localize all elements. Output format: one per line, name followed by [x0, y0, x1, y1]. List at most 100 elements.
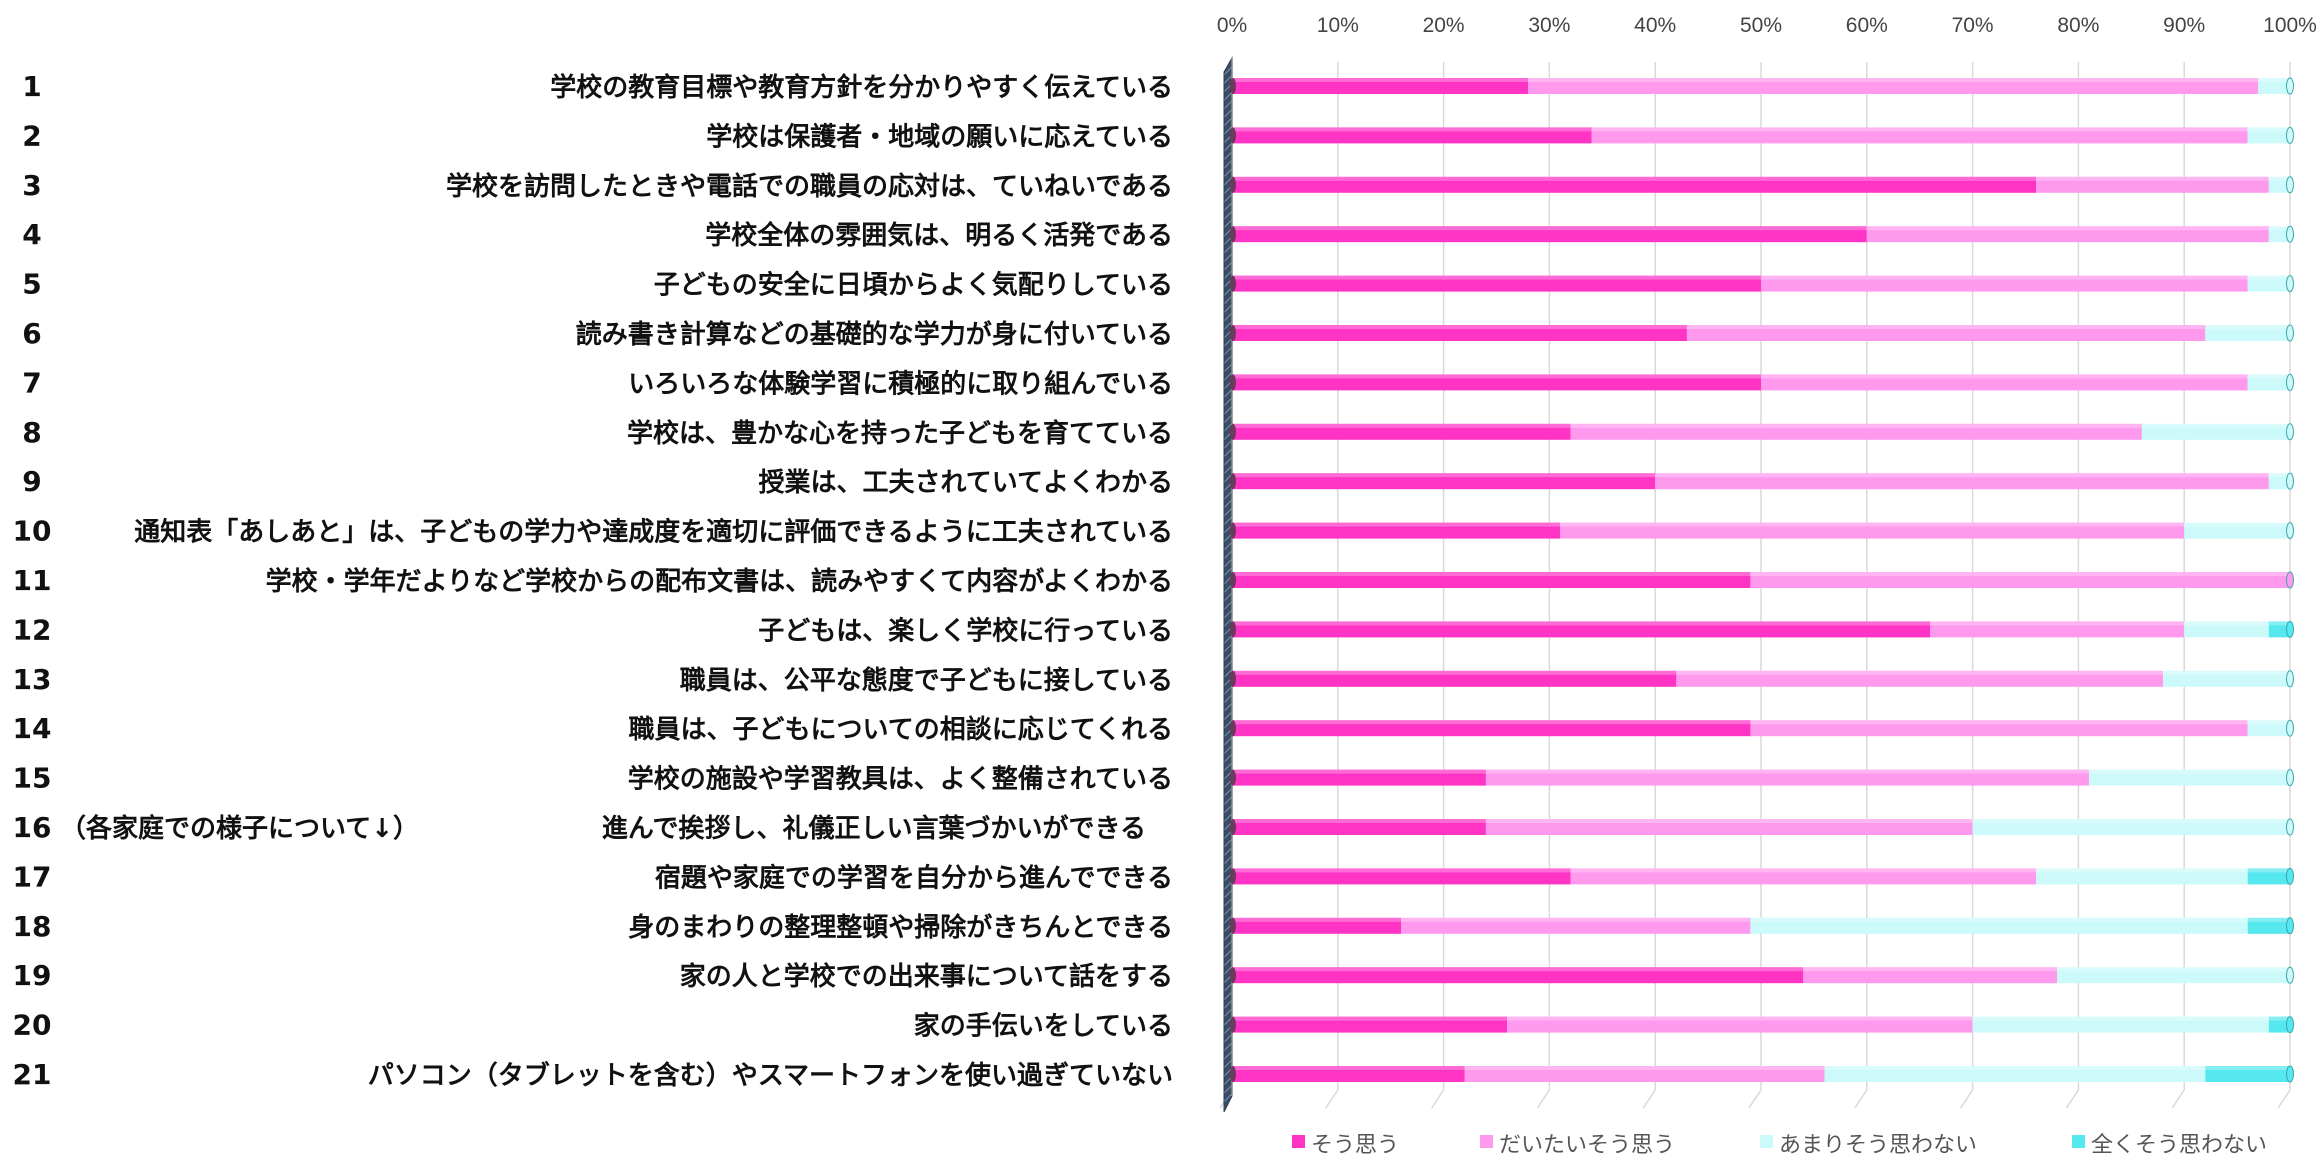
bar-segment [1232, 1016, 1508, 1033]
bar-segment-highlight [2057, 967, 2290, 972]
bar-segment [2205, 1066, 2290, 1082]
bar-start-cap [1230, 423, 1236, 440]
bar-segment-highlight [1570, 868, 2037, 873]
bar-end-cap [2286, 818, 2294, 836]
bar-end-cap [2286, 917, 2294, 935]
legend-swatch [2072, 1135, 2085, 1148]
bar-end-cap [2286, 324, 2294, 342]
bar-segment [1591, 127, 2248, 144]
bar-segment [1232, 967, 1804, 984]
gridline-floor [1748, 1089, 1762, 1109]
bar-segment-highlight [2247, 868, 2290, 873]
bar-segment [1232, 819, 1486, 835]
bar-row [1230, 77, 2294, 95]
question-label: 学校の施設や学習教具は、よく整備されている [628, 764, 1173, 795]
bar-segment-highlight [1232, 1066, 1465, 1070]
question-label: 子どもは、楽しく学校に行っている [758, 615, 1173, 646]
bar-segment [1485, 769, 2089, 786]
bar-segment-highlight [1232, 78, 1529, 82]
bar-segment [1464, 1066, 1825, 1082]
question-number: 18 [13, 910, 52, 943]
question-label: 職員は、子どもについての相談に応じてくれる [629, 714, 1173, 745]
question-label: 学校の教育目標や教育方針を分かりやすく伝えている [550, 72, 1173, 103]
bar-end-cap [2286, 769, 2294, 787]
bar-segment [2247, 720, 2290, 737]
bar-segment-highlight [1824, 1066, 2206, 1070]
bar-end-cap [2286, 571, 2294, 589]
bar-row [1230, 1065, 2294, 1083]
bar-segment-highlight [1232, 819, 1486, 823]
question-number: 11 [13, 564, 52, 597]
question-number: 5 [22, 268, 41, 301]
gridline-floor [1536, 1089, 1551, 1109]
x-tick-label: 20% [1423, 14, 1465, 37]
bar-segment-highlight [2268, 176, 2290, 181]
bar-segment-highlight [1232, 572, 1751, 576]
bar-row [1230, 966, 2294, 984]
x-tick-label: 70% [1952, 14, 1994, 37]
bar-segment [2141, 423, 2290, 440]
bar-start-cap [1230, 127, 1236, 144]
bar-segment-highlight [1507, 1016, 1973, 1021]
bar-segment-highlight [2141, 423, 2290, 428]
bar-end-cap [2286, 867, 2294, 885]
bar-segment-highlight [2258, 78, 2290, 82]
bar-segment [1232, 769, 1486, 786]
bar-segment-highlight [2088, 769, 2290, 774]
legend-swatch [1292, 1135, 1305, 1148]
bar-segment [1232, 473, 1656, 490]
bar-end-cap [2286, 670, 2294, 688]
bar-end-cap [2286, 373, 2294, 391]
bar-end-cap [2286, 225, 2294, 243]
bar-segment-highlight [1559, 522, 2185, 527]
question-number: 14 [13, 712, 52, 745]
bar-segment [2268, 473, 2290, 490]
bar-segment [1750, 572, 2290, 588]
section-note: （各家庭での様子について↓） [60, 813, 419, 844]
bar-segment-highlight [1232, 670, 1677, 675]
bar-segment-highlight [2268, 473, 2290, 478]
bar-end-cap [2286, 1016, 2294, 1034]
question-label: 授業は、工夫されていてよくわかる [759, 468, 1173, 498]
bar-row [1230, 670, 2294, 688]
bar-segment-highlight [2247, 720, 2290, 725]
legend-label: 全くそう思わない [2091, 1133, 2267, 1156]
bar-start-cap [1230, 917, 1236, 934]
question-label: 進んで挨拶し、礼儀正しい言葉づかいができる [602, 813, 1146, 844]
bar-segment-highlight [1232, 917, 1402, 922]
bar-segment-highlight [1866, 226, 2269, 231]
bar-segment [1570, 423, 2142, 440]
bar-segment-highlight [1232, 374, 1761, 379]
bar-segment-highlight [1750, 917, 2248, 922]
bar-segment [2184, 522, 2290, 539]
x-tick-label: 80% [2057, 14, 2099, 37]
bar-segment-highlight [1750, 572, 2290, 576]
bar-row [1230, 423, 2294, 441]
bar-segment [1232, 670, 1677, 687]
x-tick-label: 100% [2263, 14, 2317, 37]
bar-segment-highlight [2268, 226, 2290, 231]
question-label: 宿題や家庭での学習を自分から進んでできる [655, 862, 1173, 893]
bar-segment-highlight [2268, 1016, 2290, 1021]
bar-segment-highlight [2247, 374, 2290, 379]
bar-segment-highlight [1232, 226, 1867, 231]
bar-segment [1761, 275, 2248, 292]
bar-segment-highlight [1232, 275, 1761, 280]
bar-row [1230, 225, 2294, 243]
bar-segment-highlight [2205, 325, 2290, 329]
bar-segment-highlight [1761, 374, 2248, 379]
bar-end-cap [2286, 176, 2294, 194]
bar-segment-highlight [1485, 819, 1973, 823]
x-tick-label: 40% [1634, 14, 1676, 37]
bar-segment-highlight [1972, 1016, 2269, 1021]
bar-segment [2268, 226, 2290, 243]
bar-segment [2268, 621, 2290, 638]
legend-label: そう思う [1311, 1133, 1399, 1156]
bar-segment [1750, 720, 2248, 737]
bar-segment [1866, 226, 2269, 243]
bar-end-cap [2286, 275, 2294, 293]
question-label: 子どもの安全に日頃からよく気配りしている [654, 270, 1173, 301]
bar-segment [1232, 176, 2037, 193]
bar-start-cap [1230, 720, 1236, 737]
